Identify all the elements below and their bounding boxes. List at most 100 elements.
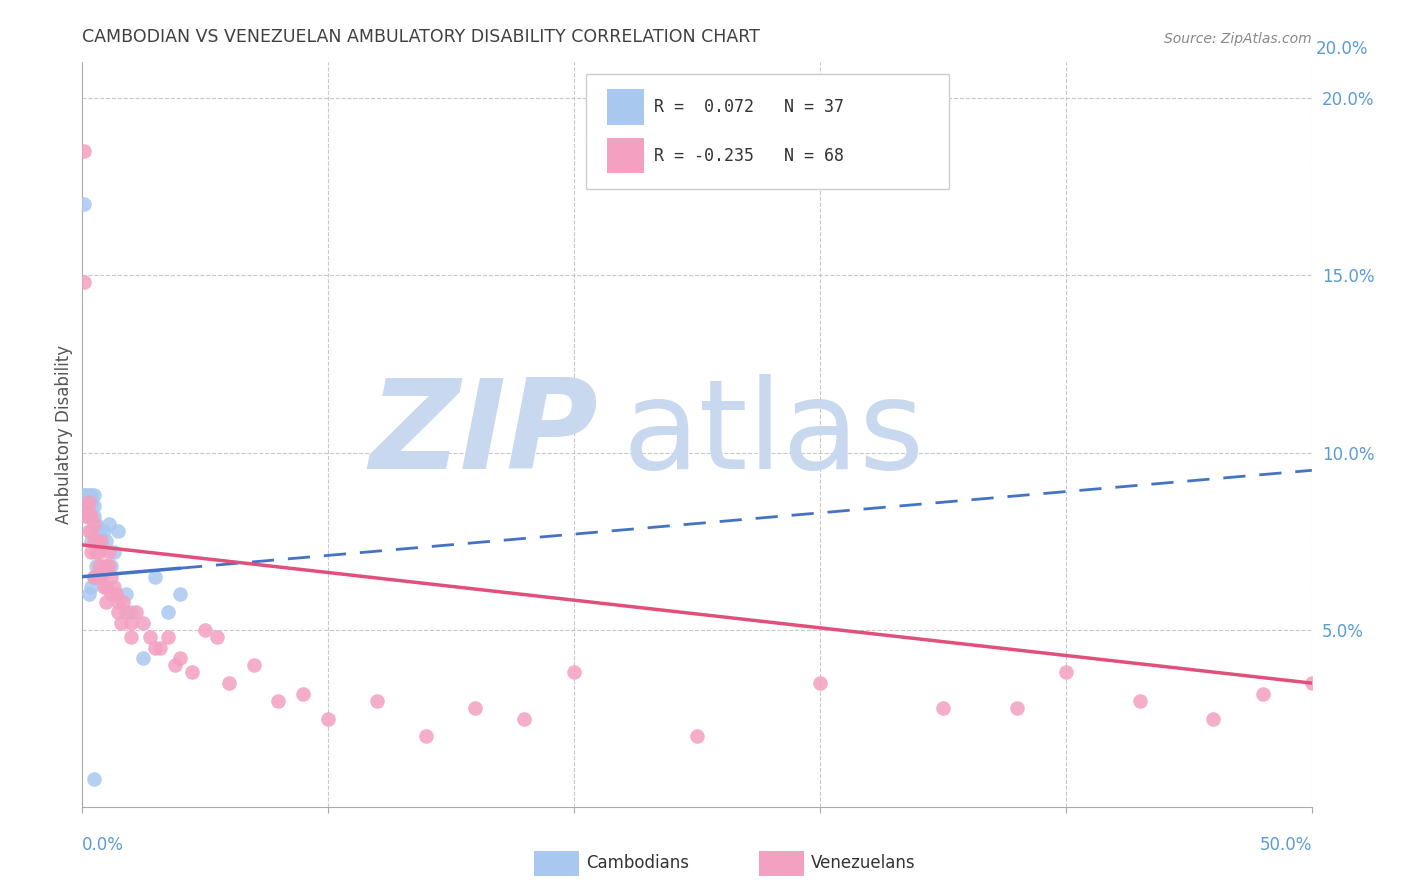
Point [86,570,108,584]
Point [83,509,105,524]
Point [169,651,191,665]
Point [415,729,437,743]
Point [73,488,96,502]
Point [77,587,100,601]
Point [77,488,100,502]
Point [77,495,100,509]
Point [73,197,96,211]
Point [156,630,179,644]
Text: atlas: atlas [623,375,925,495]
Text: 20.0%: 20.0% [1316,40,1368,58]
Point [1301,676,1323,690]
Point [80,545,103,559]
Point [105,587,127,601]
FancyBboxPatch shape [586,74,949,189]
Point [1128,694,1150,708]
Point [96,559,118,574]
Point [80,580,103,594]
Text: CAMBODIAN VS VENEZUELAN AMBULATORY DISABILITY CORRELATION CHART: CAMBODIAN VS VENEZUELAN AMBULATORY DISAB… [82,29,759,46]
Point [87,545,110,559]
Point [107,594,129,608]
Point [110,615,132,630]
Point [464,701,486,715]
Point [132,651,155,665]
Point [90,559,112,574]
Point [97,516,120,531]
Point [83,499,105,513]
Point [120,605,142,619]
Text: Source: ZipAtlas.com: Source: ZipAtlas.com [1164,32,1312,46]
Point [1202,712,1225,726]
Point [87,524,110,538]
Point [93,580,115,594]
Point [77,509,100,524]
Point [87,570,110,584]
Point [86,559,108,574]
Point [562,665,585,680]
Point [149,640,172,655]
Point [145,570,166,584]
Point [145,640,166,655]
Point [100,587,122,601]
Point [139,630,162,644]
Point [156,605,179,619]
Point [80,509,103,524]
Point [243,658,266,673]
Point [83,570,105,584]
Point [267,694,290,708]
Text: 0.0%: 0.0% [82,836,124,854]
Point [103,580,125,594]
Text: 50.0%: 50.0% [1260,836,1312,854]
Point [808,676,831,690]
Point [80,524,103,538]
Point [86,545,108,559]
Y-axis label: Ambulatory Disability: Ambulatory Disability [55,345,73,524]
Point [163,658,186,673]
Point [73,144,96,158]
Point [86,534,108,549]
Point [83,772,105,786]
Point [169,587,191,601]
Point [114,587,138,601]
Point [292,687,315,701]
Bar [607,137,644,173]
Point [80,534,103,549]
Point [103,545,125,559]
Point [120,615,142,630]
Point [77,499,100,513]
Point [96,594,118,608]
Point [76,499,98,513]
Point [107,605,129,619]
Point [316,712,339,726]
Point [107,524,129,538]
Point [97,545,120,559]
Point [194,623,217,637]
Point [93,524,115,538]
Point [96,534,118,549]
Point [90,570,112,584]
Point [87,559,110,574]
Point [83,516,105,531]
Point [76,509,98,524]
Point [96,580,118,594]
Point [77,506,100,520]
Point [86,516,108,531]
Point [114,605,138,619]
Point [83,488,105,502]
Text: Cambodians: Cambodians [586,854,689,871]
Point [76,509,98,524]
Point [1054,665,1077,680]
Text: R = -0.235   N = 68: R = -0.235 N = 68 [654,146,844,164]
Point [77,524,100,538]
Point [83,534,105,549]
Point [112,594,135,608]
Point [76,499,98,513]
Point [100,559,122,574]
Point [93,559,115,574]
Point [86,534,108,549]
Point [1005,701,1028,715]
Point [120,630,142,644]
Point [513,712,536,726]
Point [100,570,122,584]
Point [205,630,228,644]
